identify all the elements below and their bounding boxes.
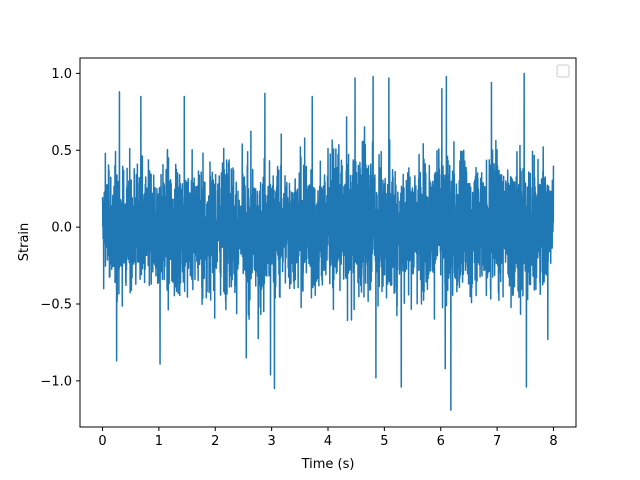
strain-line bbox=[101, 72, 555, 411]
x-tick-label: 4 bbox=[324, 434, 332, 449]
x-tick-label: 6 bbox=[437, 434, 445, 449]
x-axis-ticks: 0 1 2 3 4 5 6 7 8 bbox=[98, 427, 558, 449]
x-tick-label: 5 bbox=[380, 434, 388, 449]
y-tick-label: 0.5 bbox=[51, 144, 72, 159]
strain-series bbox=[101, 72, 555, 411]
legend-box bbox=[556, 64, 570, 78]
x-tick-label: 2 bbox=[211, 434, 219, 449]
y-axis-ticks: −1.0 −0.5 0.0 0.5 1.0 bbox=[40, 67, 80, 389]
x-tick-label: 1 bbox=[155, 434, 163, 449]
x-tick-label: 3 bbox=[267, 434, 275, 449]
x-tick-label: 8 bbox=[549, 434, 557, 449]
y-tick-label: 0.0 bbox=[51, 221, 72, 236]
y-axis-label: Strain bbox=[17, 223, 32, 262]
y-tick-label: −1.0 bbox=[40, 374, 72, 389]
y-tick-label: −0.5 bbox=[40, 298, 72, 313]
x-tick-label: 7 bbox=[493, 434, 501, 449]
y-tick-label: 1.0 bbox=[51, 67, 72, 82]
x-axis-label: Time (s) bbox=[301, 457, 355, 472]
x-tick-label: 0 bbox=[98, 434, 106, 449]
